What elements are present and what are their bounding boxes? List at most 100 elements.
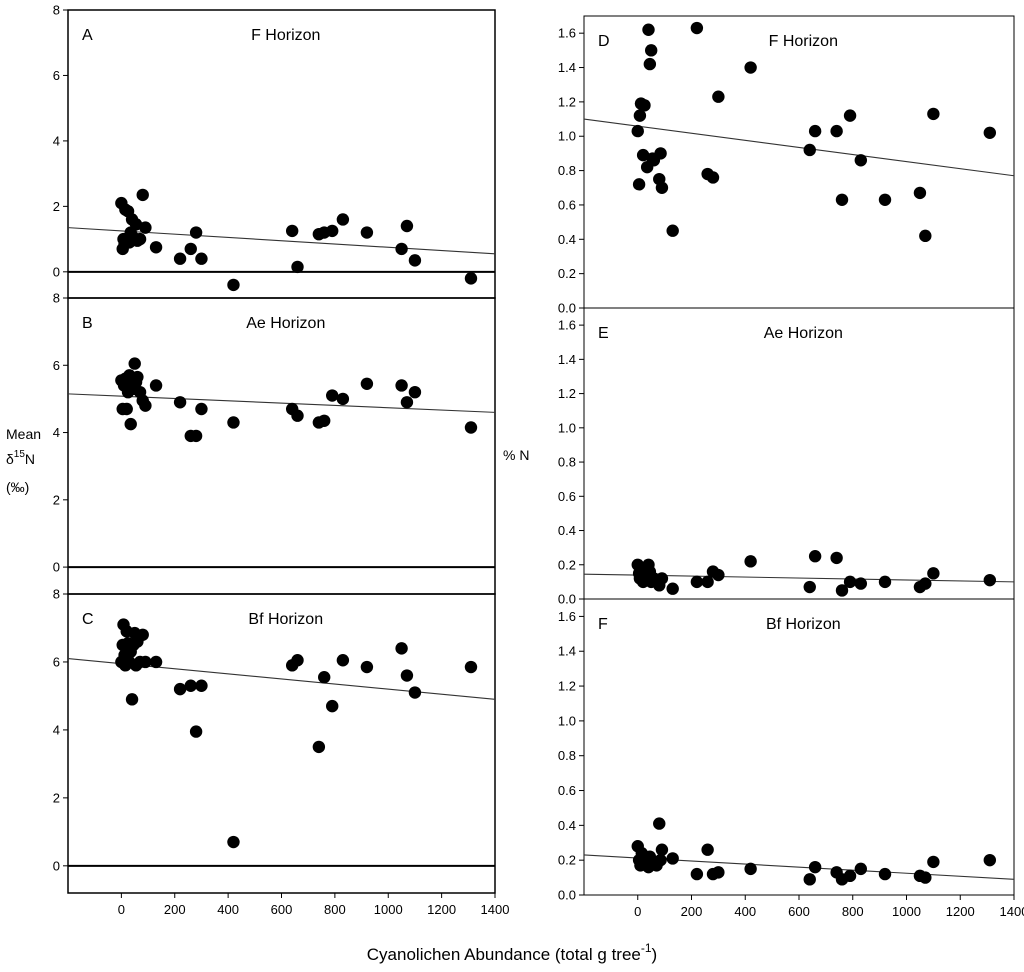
panel-title: F Horizon xyxy=(769,33,838,50)
y-tick-label: 0.6 xyxy=(558,489,576,504)
data-point xyxy=(149,379,163,392)
data-point xyxy=(919,871,932,884)
data-point xyxy=(666,852,679,865)
x-tick-label: 800 xyxy=(842,904,864,919)
data-point xyxy=(830,124,843,138)
y-tick-label: 1.4 xyxy=(558,644,576,659)
data-point xyxy=(129,218,143,231)
data-point xyxy=(395,642,408,655)
x-axis-title-superscript: -1 xyxy=(641,941,652,955)
data-point xyxy=(133,232,147,246)
data-point xyxy=(655,181,669,194)
data-point xyxy=(189,725,203,738)
data-point xyxy=(395,379,408,392)
data-point xyxy=(173,396,187,409)
data-point xyxy=(983,126,997,139)
data-point xyxy=(291,409,304,422)
data-point xyxy=(189,429,203,443)
data-point xyxy=(633,109,647,122)
data-point xyxy=(631,124,644,138)
x-tick-label: 1400 xyxy=(481,902,510,917)
data-point xyxy=(139,221,152,234)
y-tick-label: 0 xyxy=(53,858,60,873)
x-tick-label: 400 xyxy=(734,904,756,919)
data-point xyxy=(360,377,374,390)
data-point xyxy=(808,860,822,874)
x-tick-label: 400 xyxy=(217,902,239,917)
data-point xyxy=(400,219,414,233)
data-point xyxy=(654,147,667,160)
data-point xyxy=(653,817,666,830)
data-point xyxy=(318,414,331,427)
y-tick-label: 8 xyxy=(53,291,60,306)
data-point xyxy=(878,193,892,206)
x-axis-title-text: Cyanolichen Abundance (total g tree xyxy=(367,945,641,964)
data-point xyxy=(803,873,816,886)
data-point xyxy=(312,740,326,754)
plot-frame xyxy=(583,598,1015,896)
panel-title: Bf Horizon xyxy=(248,611,323,628)
data-point xyxy=(195,252,208,265)
data-point xyxy=(654,853,667,867)
y-tick-label: 8 xyxy=(53,3,60,18)
data-point xyxy=(227,278,240,292)
x-tick-label: 800 xyxy=(324,902,346,917)
data-point xyxy=(643,57,657,71)
y-tick-label: 6 xyxy=(53,68,60,83)
y-tick-label: 1.0 xyxy=(558,129,576,144)
y-tick-label: 0.0 xyxy=(558,592,576,607)
data-point xyxy=(690,21,704,35)
data-point xyxy=(139,655,152,669)
y-tick-label: 1.2 xyxy=(558,94,576,109)
y-tick-label: 0.2 xyxy=(558,266,576,281)
x-axis-title-close: ) xyxy=(652,945,658,964)
data-point xyxy=(803,143,816,157)
panel-e: 0.0 0.2 0.4 0.6 0.8 1.0 1.2 1.4 1.6 E Ae Horizon xyxy=(558,307,1015,607)
left-ylabel-element: N xyxy=(25,451,35,467)
x-tick-label: 600 xyxy=(271,902,293,917)
y-tick-label: 1.2 xyxy=(558,386,576,401)
data-point xyxy=(636,148,650,162)
data-point xyxy=(744,61,757,74)
data-point xyxy=(408,254,422,267)
data-point xyxy=(927,855,940,869)
data-point xyxy=(919,577,932,590)
y-tick-label: 2 xyxy=(53,790,60,805)
data-point xyxy=(830,551,843,565)
data-point xyxy=(919,229,932,243)
y-tick-label: 2 xyxy=(53,199,60,214)
data-point xyxy=(195,402,208,416)
y-tick-label: 0.0 xyxy=(558,301,576,316)
trend-line xyxy=(67,227,496,255)
data-point xyxy=(854,577,868,590)
panel-c: 0 2 4 6 8 0 200 400 600 800 1000 1200 1400 C Bf Horizo… xyxy=(53,587,510,918)
panel-label: F xyxy=(598,616,608,633)
data-point xyxy=(835,584,849,597)
panel-f: 0.0 0.2 0.4 0.6 0.8 1.0 1.2 1.4 1.6 0 200 400 600 800… xyxy=(558,598,1024,919)
plot-frame xyxy=(67,297,496,595)
data-point xyxy=(125,693,139,706)
y-tick-label: 1.6 xyxy=(558,26,576,41)
data-point xyxy=(173,682,187,696)
y-tick-label: 0.6 xyxy=(558,783,576,798)
data-point xyxy=(195,679,208,692)
y-tick-label: 1.6 xyxy=(558,318,576,333)
y-tick-label: 0.8 xyxy=(558,163,576,178)
data-point xyxy=(318,671,331,684)
data-point xyxy=(638,99,651,112)
data-point xyxy=(843,869,857,883)
y-tick-label: 4 xyxy=(53,722,60,737)
trend-line xyxy=(583,118,1015,177)
panel-label: A xyxy=(82,27,93,44)
data-point xyxy=(690,867,704,881)
data-point xyxy=(326,699,339,713)
data-point xyxy=(835,193,849,206)
data-point xyxy=(400,396,414,409)
left-ylabel-line1: Mean xyxy=(6,426,41,442)
panel-b: 0 2 4 6 8 B Ae Horizon xyxy=(53,291,496,595)
panel-label: C xyxy=(82,611,94,628)
data-point xyxy=(808,124,822,138)
data-point xyxy=(712,866,725,879)
y-tick-label: 1.0 xyxy=(558,420,576,435)
y-tick-label: 4 xyxy=(53,133,60,148)
